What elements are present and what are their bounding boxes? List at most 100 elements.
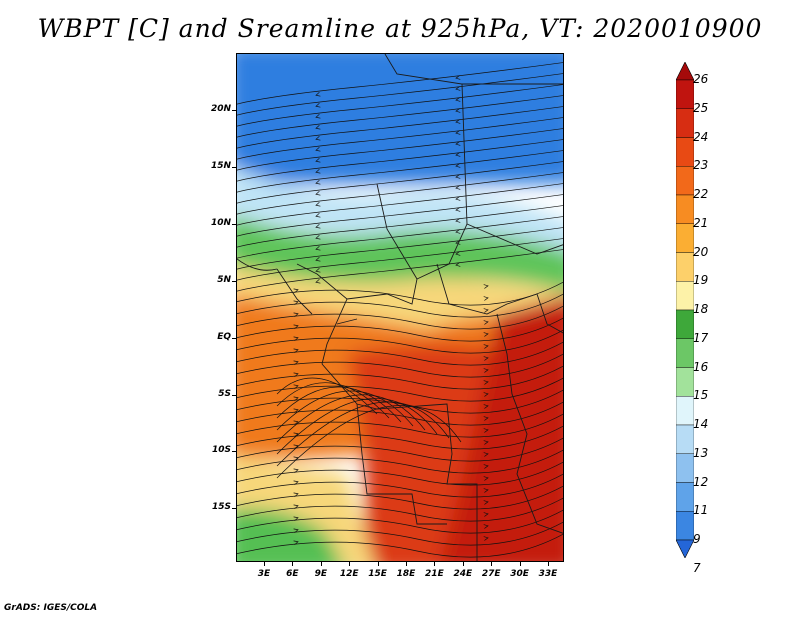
streamline-arrow <box>315 114 321 119</box>
streamline <box>237 485 563 510</box>
lon-tick-mark <box>462 561 464 566</box>
streamline <box>237 413 563 438</box>
streamline-arrow <box>293 516 299 521</box>
streamline-arrow <box>483 332 489 337</box>
streamline-arrow <box>293 312 299 317</box>
lon-tick-label: 3E <box>257 569 271 579</box>
streamline-arrow <box>455 119 461 124</box>
colorbar-level-label: 22 <box>693 187 709 201</box>
colorbar-level-label: 25 <box>693 100 709 115</box>
streamline-arrow <box>455 185 461 190</box>
streamline-arrow <box>483 344 489 349</box>
streamline-arrow <box>483 536 489 541</box>
streamline <box>237 205 563 248</box>
streamline <box>276 394 426 443</box>
lon-tick-mark <box>406 561 407 566</box>
streamline <box>237 305 563 330</box>
streamline-arrow <box>315 279 321 284</box>
streamline-arrow <box>315 268 321 273</box>
lat-tick-label: 15N <box>210 161 231 171</box>
streamline-arrow <box>293 408 299 413</box>
streamline <box>237 509 563 534</box>
lat-tick-label: 5S <box>218 389 231 399</box>
lon-tick-mark <box>434 561 436 566</box>
colorbar-segment <box>676 194 694 224</box>
streamline-arrow <box>315 103 321 108</box>
colorbar-level-label: 18 <box>693 302 709 316</box>
lon-tick-mark <box>264 561 265 566</box>
streamline-arrow <box>293 384 299 389</box>
streamline-arrow <box>315 202 321 207</box>
colorbar-segment <box>676 281 694 311</box>
streamline <box>237 128 563 171</box>
lat-tick-mark <box>232 395 237 396</box>
streamline-arrow <box>455 218 461 223</box>
streamline-arrow <box>455 262 461 267</box>
streamline-arrow <box>315 169 321 174</box>
streamline <box>237 341 563 366</box>
streamline-arrow <box>315 92 321 97</box>
streamline-arrow <box>315 125 321 130</box>
lat-tick-mark <box>232 338 237 339</box>
streamline-arrow <box>483 512 489 517</box>
colorbar-segment <box>676 309 694 339</box>
streamline-arrow <box>483 308 489 313</box>
lat-tick-label: 20N <box>210 104 231 114</box>
colorbar-segment <box>676 108 694 138</box>
lon-tick-label: 9E <box>314 569 327 579</box>
lon-tick-label: 33E <box>538 569 558 579</box>
lon-tick-mark <box>519 561 521 566</box>
lon-tick-label: 30E <box>510 569 529 579</box>
streamline-arrow <box>293 468 299 473</box>
lon-tick-mark <box>377 561 379 566</box>
streamline-arrow <box>483 500 489 505</box>
streamline-arrow <box>315 136 321 141</box>
lat-tick-mark <box>232 224 237 225</box>
streamline <box>237 183 563 226</box>
streamline-arrow <box>455 108 461 113</box>
streamline <box>237 425 563 450</box>
streamline <box>237 317 563 342</box>
streamline-arrow <box>315 147 321 152</box>
lon-tick-mark <box>320 561 322 566</box>
lon-tick-label: 6E <box>286 569 299 579</box>
streamline-arrow <box>483 392 489 397</box>
lat-tick-label: EQ <box>217 332 231 342</box>
colorbar-level-label: 19 <box>693 273 709 288</box>
lat-tick-mark <box>232 167 237 168</box>
colorbar-level-label: 14 <box>693 417 709 431</box>
lat-tick-mark <box>232 281 237 282</box>
streamline-arrow <box>483 440 489 445</box>
colorbar-level-label: 24 <box>693 129 709 144</box>
colorbar-level-label: 20 <box>693 244 709 259</box>
colorbar-segment <box>676 367 694 397</box>
streamline-arrow <box>293 540 299 545</box>
streamline-arrow <box>483 356 489 361</box>
lon-tick-mark <box>292 561 294 566</box>
colorbar-segment <box>676 511 694 541</box>
streamline <box>237 401 563 426</box>
streamline-arrow <box>455 130 461 135</box>
streamline-arrow <box>315 246 321 251</box>
colorbar-level-label: 13 <box>693 445 709 460</box>
streamline <box>237 533 563 558</box>
streamline-arrow <box>483 488 489 493</box>
streamline <box>237 84 563 127</box>
streamline-arrow <box>455 86 461 91</box>
colorbar-level-label: 16 <box>693 359 709 374</box>
streamline-arrow <box>293 432 299 437</box>
streamline-arrow <box>455 75 461 80</box>
lon-tick-mark <box>548 561 549 566</box>
colorbar-level-label: 21 <box>693 215 709 230</box>
lon-tick-label: 24E <box>453 569 473 579</box>
colorbar-top-triangle <box>676 62 694 81</box>
colorbar-segment <box>676 482 694 512</box>
streamline <box>237 95 563 138</box>
streamline-arrow <box>483 428 489 433</box>
lat-tick-label: 15S <box>211 502 231 512</box>
streamline-arrow <box>315 224 321 229</box>
streamline <box>237 329 563 354</box>
streamline-arrow <box>455 152 461 157</box>
streamline <box>237 117 563 160</box>
streamline <box>237 73 563 116</box>
